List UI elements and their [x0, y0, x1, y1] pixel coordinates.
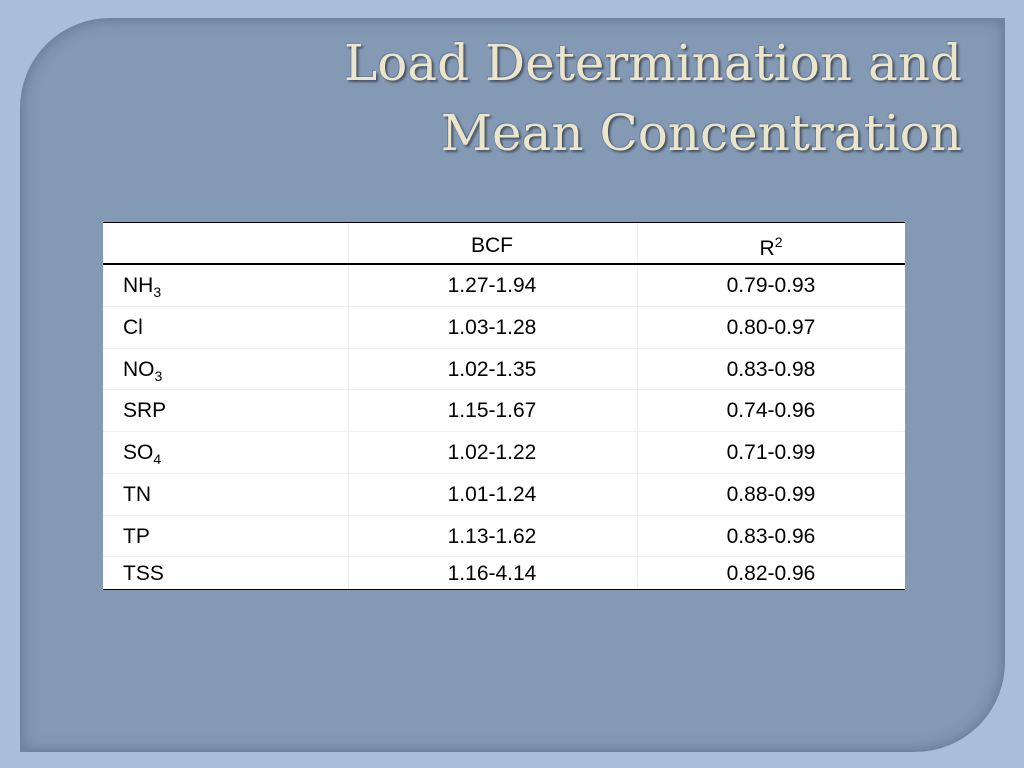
header-text: R: [759, 237, 775, 260]
row-label-subscript: 3: [154, 367, 163, 384]
title-line: Load Determination and: [344, 34, 962, 92]
bcf-cell: 1.15-1.67: [447, 399, 537, 422]
column-divider: [637, 223, 638, 589]
title-line: Mean Concentration: [440, 104, 962, 162]
bcf-cell: 1.13-1.62: [447, 524, 537, 548]
r2-cell: 0.79-0.93: [726, 274, 816, 297]
row-divider: [103, 348, 905, 349]
row-label: TP: [123, 526, 150, 547]
column-divider: [348, 223, 349, 589]
row-label: SRP: [123, 400, 166, 421]
row-label-text: TSS: [123, 561, 164, 585]
header-cell: R2: [671, 235, 871, 259]
row-divider: [103, 473, 905, 474]
row-divider: [103, 431, 905, 432]
row-label-subscript: 4: [153, 451, 162, 468]
r2-cell: 0.71-0.99: [726, 441, 816, 464]
row-label-text: SO: [123, 441, 154, 464]
row-label: TN: [123, 484, 151, 505]
row-divider: [103, 389, 905, 390]
r2-cell: 0.80-0.97: [726, 316, 816, 339]
row-label: TSS: [123, 563, 164, 584]
bcf-cell: 1.16-4.14: [447, 561, 537, 585]
row-label-text: SRP: [123, 399, 167, 422]
row-divider: [103, 306, 905, 307]
row-label-text: NH: [123, 274, 154, 297]
r2-cell: 0.88-0.99: [726, 483, 816, 506]
bcf-cell: 1.02-1.35: [447, 357, 537, 381]
header-text: BCF: [471, 234, 513, 257]
row-label: NH3: [123, 275, 161, 299]
row-label: NO3: [123, 359, 162, 383]
row-divider: [103, 556, 905, 557]
row-label-text: TP: [123, 524, 150, 548]
header-cell: BCF: [392, 235, 592, 256]
r2-cell: 0.74-0.96: [726, 399, 816, 422]
row-divider: [103, 515, 905, 516]
data-table: BCF R2 NH3 1.27-1.94 0.79-0.93 Cl 1.03-1.28 0.8…: [103, 222, 905, 590]
row-label: SO4: [123, 442, 161, 466]
bcf-cell: 1.01-1.24: [447, 483, 537, 506]
bcf-cell: 1.03-1.28: [447, 316, 537, 339]
row-label-subscript: 3: [153, 284, 162, 301]
r2-cell: 0.83-0.96: [726, 524, 816, 548]
row-label-text: NO: [123, 357, 155, 381]
bcf-cell: 1.02-1.22: [447, 441, 537, 464]
header-superscript: 2: [774, 234, 783, 250]
r2-cell: 0.83-0.98: [726, 357, 816, 381]
row-label-text: TN: [123, 483, 151, 506]
bcf-cell: 1.27-1.94: [447, 274, 537, 297]
row-label-text: Cl: [123, 316, 143, 339]
r2-cell: 0.82-0.96: [726, 561, 816, 585]
row-label: Cl: [123, 317, 143, 338]
header-rule: [103, 263, 905, 265]
